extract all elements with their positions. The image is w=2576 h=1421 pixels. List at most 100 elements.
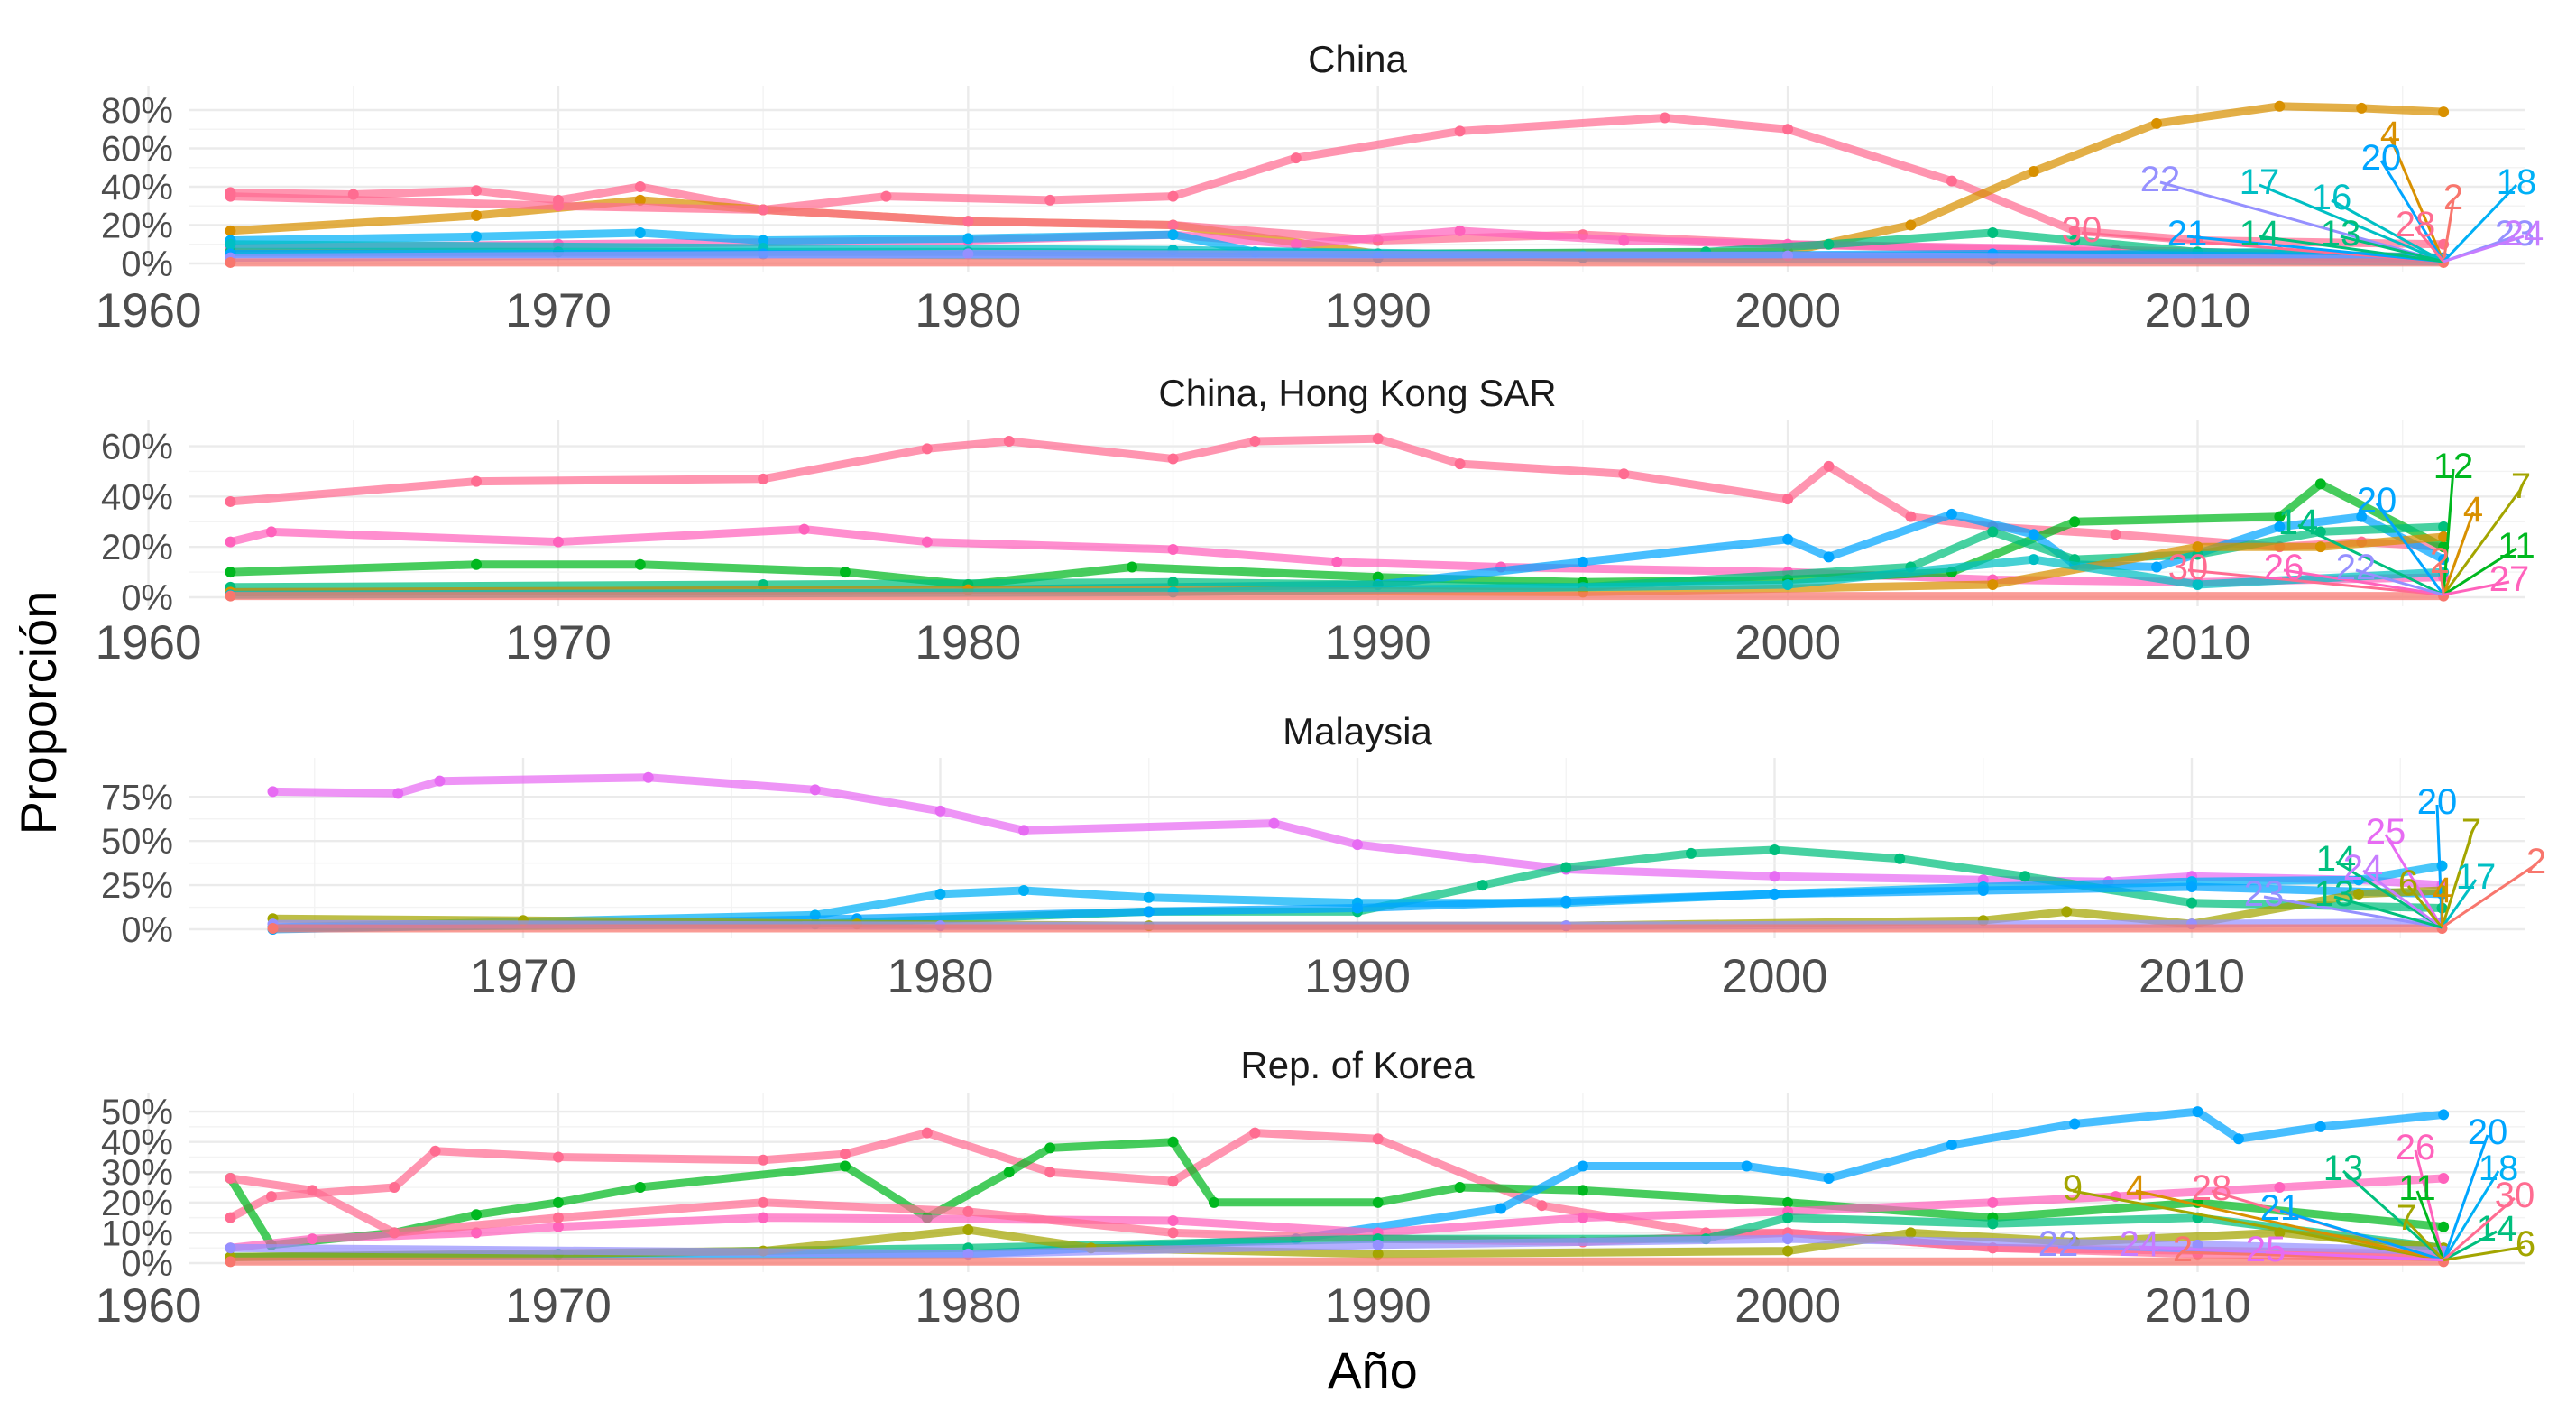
series-end-label: 30 <box>2062 210 2102 250</box>
x-tick-label: 2010 <box>2139 950 2245 1003</box>
series-end-label: 6 <box>2516 1224 2535 1264</box>
series-end-label: 22 <box>2038 1224 2079 1264</box>
x-tick-label: 1960 <box>96 284 202 337</box>
x-tick-label: 2010 <box>2145 1279 2251 1333</box>
data-point <box>2069 1118 2081 1130</box>
label-leader <box>2406 885 2443 928</box>
data-point <box>1372 571 1384 583</box>
label-leader <box>2414 1149 2445 1261</box>
data-point <box>1477 880 1488 891</box>
series-end-label: 18 <box>2497 162 2537 202</box>
data-point <box>2353 888 2364 900</box>
data-point <box>1352 839 1363 851</box>
data-point <box>1167 229 1179 241</box>
data-point <box>1577 1185 1588 1196</box>
series-end-label: 18 <box>2479 1149 2519 1188</box>
data-point <box>962 233 974 245</box>
data-point <box>1946 508 1957 520</box>
series-end-label: 4 <box>2433 871 2452 910</box>
data-point <box>1987 227 1999 238</box>
data-point <box>1018 825 1029 836</box>
data-point <box>1044 194 1056 206</box>
data-point <box>552 1212 564 1223</box>
series-end-label: 24 <box>2343 848 2384 888</box>
data-point <box>1167 577 1179 588</box>
data-point <box>1167 1136 1179 1148</box>
series-end-label: 23 <box>2495 214 2535 254</box>
label-leader <box>2388 136 2445 263</box>
series-12 <box>225 478 2450 591</box>
data-point <box>634 194 646 206</box>
panel-title: China <box>1308 38 1407 80</box>
label-leader <box>2375 503 2445 596</box>
series-line <box>225 434 2448 551</box>
data-point <box>2356 102 2368 114</box>
series-end-label: 20 <box>2361 138 2402 178</box>
data-point <box>1290 238 1302 250</box>
data-point <box>1769 871 1780 882</box>
series-end-label: 14 <box>2316 839 2357 879</box>
series-end-label: 11 <box>2398 1168 2436 1208</box>
data-point <box>2274 100 2286 112</box>
data-point <box>1741 1160 1753 1172</box>
data-point <box>225 1256 236 1268</box>
x-tick-label: 1960 <box>96 616 202 669</box>
series-line <box>225 479 2448 589</box>
label-leader <box>2442 1134 2489 1261</box>
label-leader <box>2335 860 2443 929</box>
data-point <box>962 1205 974 1217</box>
data-point <box>1977 884 1989 896</box>
series-end-label: 24 <box>2504 214 2544 254</box>
series-end-label: 20 <box>2468 1112 2508 1152</box>
series-end-label: 14 <box>2278 503 2319 542</box>
data-point <box>2028 166 2039 177</box>
x-tick-label: 1970 <box>505 616 612 669</box>
data-point <box>471 475 483 487</box>
label-leader <box>2379 160 2445 263</box>
series-line <box>225 1225 2448 1261</box>
x-tick-label: 1970 <box>505 1279 612 1333</box>
data-point <box>471 558 483 570</box>
data-point <box>225 567 236 578</box>
data-point <box>1560 895 1572 907</box>
y-tick-label: 60% <box>101 130 173 170</box>
x-tick-label: 1980 <box>915 616 1021 669</box>
data-point <box>1143 891 1155 903</box>
data-point <box>2069 235 2081 246</box>
data-point <box>2438 1221 2450 1232</box>
data-point <box>1167 190 1179 202</box>
data-point <box>1905 1227 1917 1239</box>
data-point <box>1769 844 1780 855</box>
data-point <box>2274 511 2286 522</box>
data-point <box>1577 1212 1588 1223</box>
x-tick-label: 2010 <box>2145 616 2251 669</box>
x-tick-label: 1970 <box>505 284 612 337</box>
data-point <box>2314 1121 2326 1132</box>
label-leader <box>2362 869 2443 929</box>
series-end-label: 28 <box>2192 1168 2232 1208</box>
series-line <box>225 249 2448 264</box>
panel-2: 1970 1980 1990 2000 2010 0%25%50% 75% Malaysia 2… <box>101 710 2546 1003</box>
data-point <box>1454 458 1466 470</box>
label-leader <box>2443 1245 2526 1262</box>
series-end-label: 7 <box>2397 1198 2416 1238</box>
panel-3: 1960 1970 1980 1990 2000 2010 0%10%20%30%40%50… <box>96 1044 2536 1333</box>
data-point <box>1987 1218 1999 1230</box>
series-end-label: 2 <box>2430 541 2450 581</box>
y-tick-label: 0% <box>121 1244 173 1284</box>
data-point <box>2186 881 2197 893</box>
data-point <box>2438 1172 2450 1184</box>
label-leader <box>2355 568 2444 596</box>
data-point <box>1894 853 1906 864</box>
x-tick-label: 1980 <box>915 1279 1021 1333</box>
data-point <box>758 1154 769 1166</box>
x-tick-label: 1970 <box>470 950 576 1003</box>
series-end-label: 4 <box>2126 1168 2146 1208</box>
data-point <box>880 190 892 202</box>
data-point <box>921 1127 933 1139</box>
label-leader <box>2384 834 2443 928</box>
data-point <box>1782 124 1794 135</box>
series-end-label: 12 <box>2433 447 2474 486</box>
y-tick-label: 30% <box>101 1153 173 1193</box>
data-point <box>471 231 483 243</box>
